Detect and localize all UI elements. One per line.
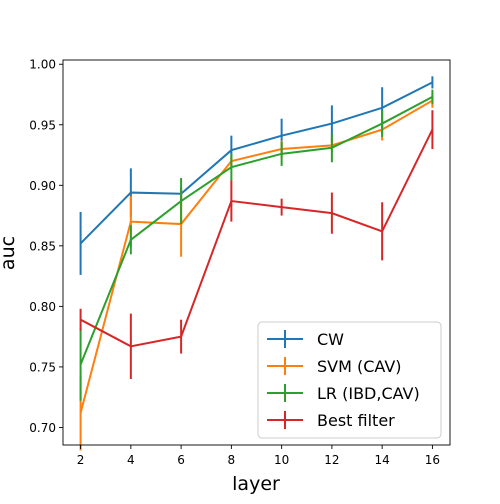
data-point [381,122,384,125]
legend-label: Best filter [317,411,395,430]
x-axis-label: layer [232,473,280,495]
data-point [79,318,82,321]
data-point [280,134,283,137]
legend-label: SVM (CAV) [317,357,402,376]
data-point [431,81,434,84]
x-tick-label: 2 [77,453,85,467]
data-point [230,166,233,169]
x-tick-label: 4 [127,453,135,467]
series-line [79,81,433,245]
legend: CW SVM (CAV) LR (IBD,CAV) Best filter [257,321,442,439]
x-tick-label: 12 [324,453,339,467]
data-point [280,206,283,209]
x-tick-label: 10 [274,453,289,467]
series-line [79,99,433,414]
data-point [381,106,384,109]
data-point [79,242,82,245]
x-tick-label: 14 [375,453,390,467]
x-tick-label: 16 [425,453,440,467]
y-tick-label: 0.70 [29,421,56,435]
legend-item: Best filter [267,411,395,430]
y-tick-label: 0.95 [29,118,56,132]
legend-box [257,321,442,439]
data-point [230,149,233,152]
data-point [381,230,384,233]
x-tick-label: 8 [228,453,236,467]
data-point [330,212,333,215]
data-point [129,191,132,194]
data-point [180,335,183,338]
data-point [129,238,132,241]
y-tick-label: 1.00 [29,58,56,72]
data-point [129,345,132,348]
x-tick-label: 6 [177,453,185,467]
series-lr-ibd-cav [79,89,434,401]
data-point [230,200,233,203]
axes-frame [62,59,451,446]
legend-label: CW [317,330,344,349]
series-best-filter [79,110,434,380]
data-point [330,146,333,149]
legend-item: CW [267,330,344,349]
y-tick-label: 0.75 [29,360,56,374]
series-cw [79,76,434,275]
data-point [431,95,434,98]
legend-item: LR (IBD,CAV) [267,384,420,403]
series-layer [79,76,434,451]
y-axis-label: auc [0,236,19,270]
series-line [80,129,434,348]
series-line [79,96,433,365]
data-point [431,128,434,131]
data-point [79,411,82,414]
y-tick-label: 0.85 [29,239,56,253]
data-point [129,220,132,223]
ticks-layer: 2 4 6 8 10 12 14 16 0.70 0.75 0.80 0.85 0.90 0.95 1.00 [29,58,440,467]
y-tick-label: 0.90 [29,179,56,193]
y-tick-label: 0.80 [29,300,56,314]
legend-label: LR (IBD,CAV) [317,384,420,403]
data-point [330,122,333,125]
legend-item: SVM (CAV) [267,357,402,376]
data-point [79,363,82,366]
data-point [180,200,183,203]
data-point [280,152,283,155]
